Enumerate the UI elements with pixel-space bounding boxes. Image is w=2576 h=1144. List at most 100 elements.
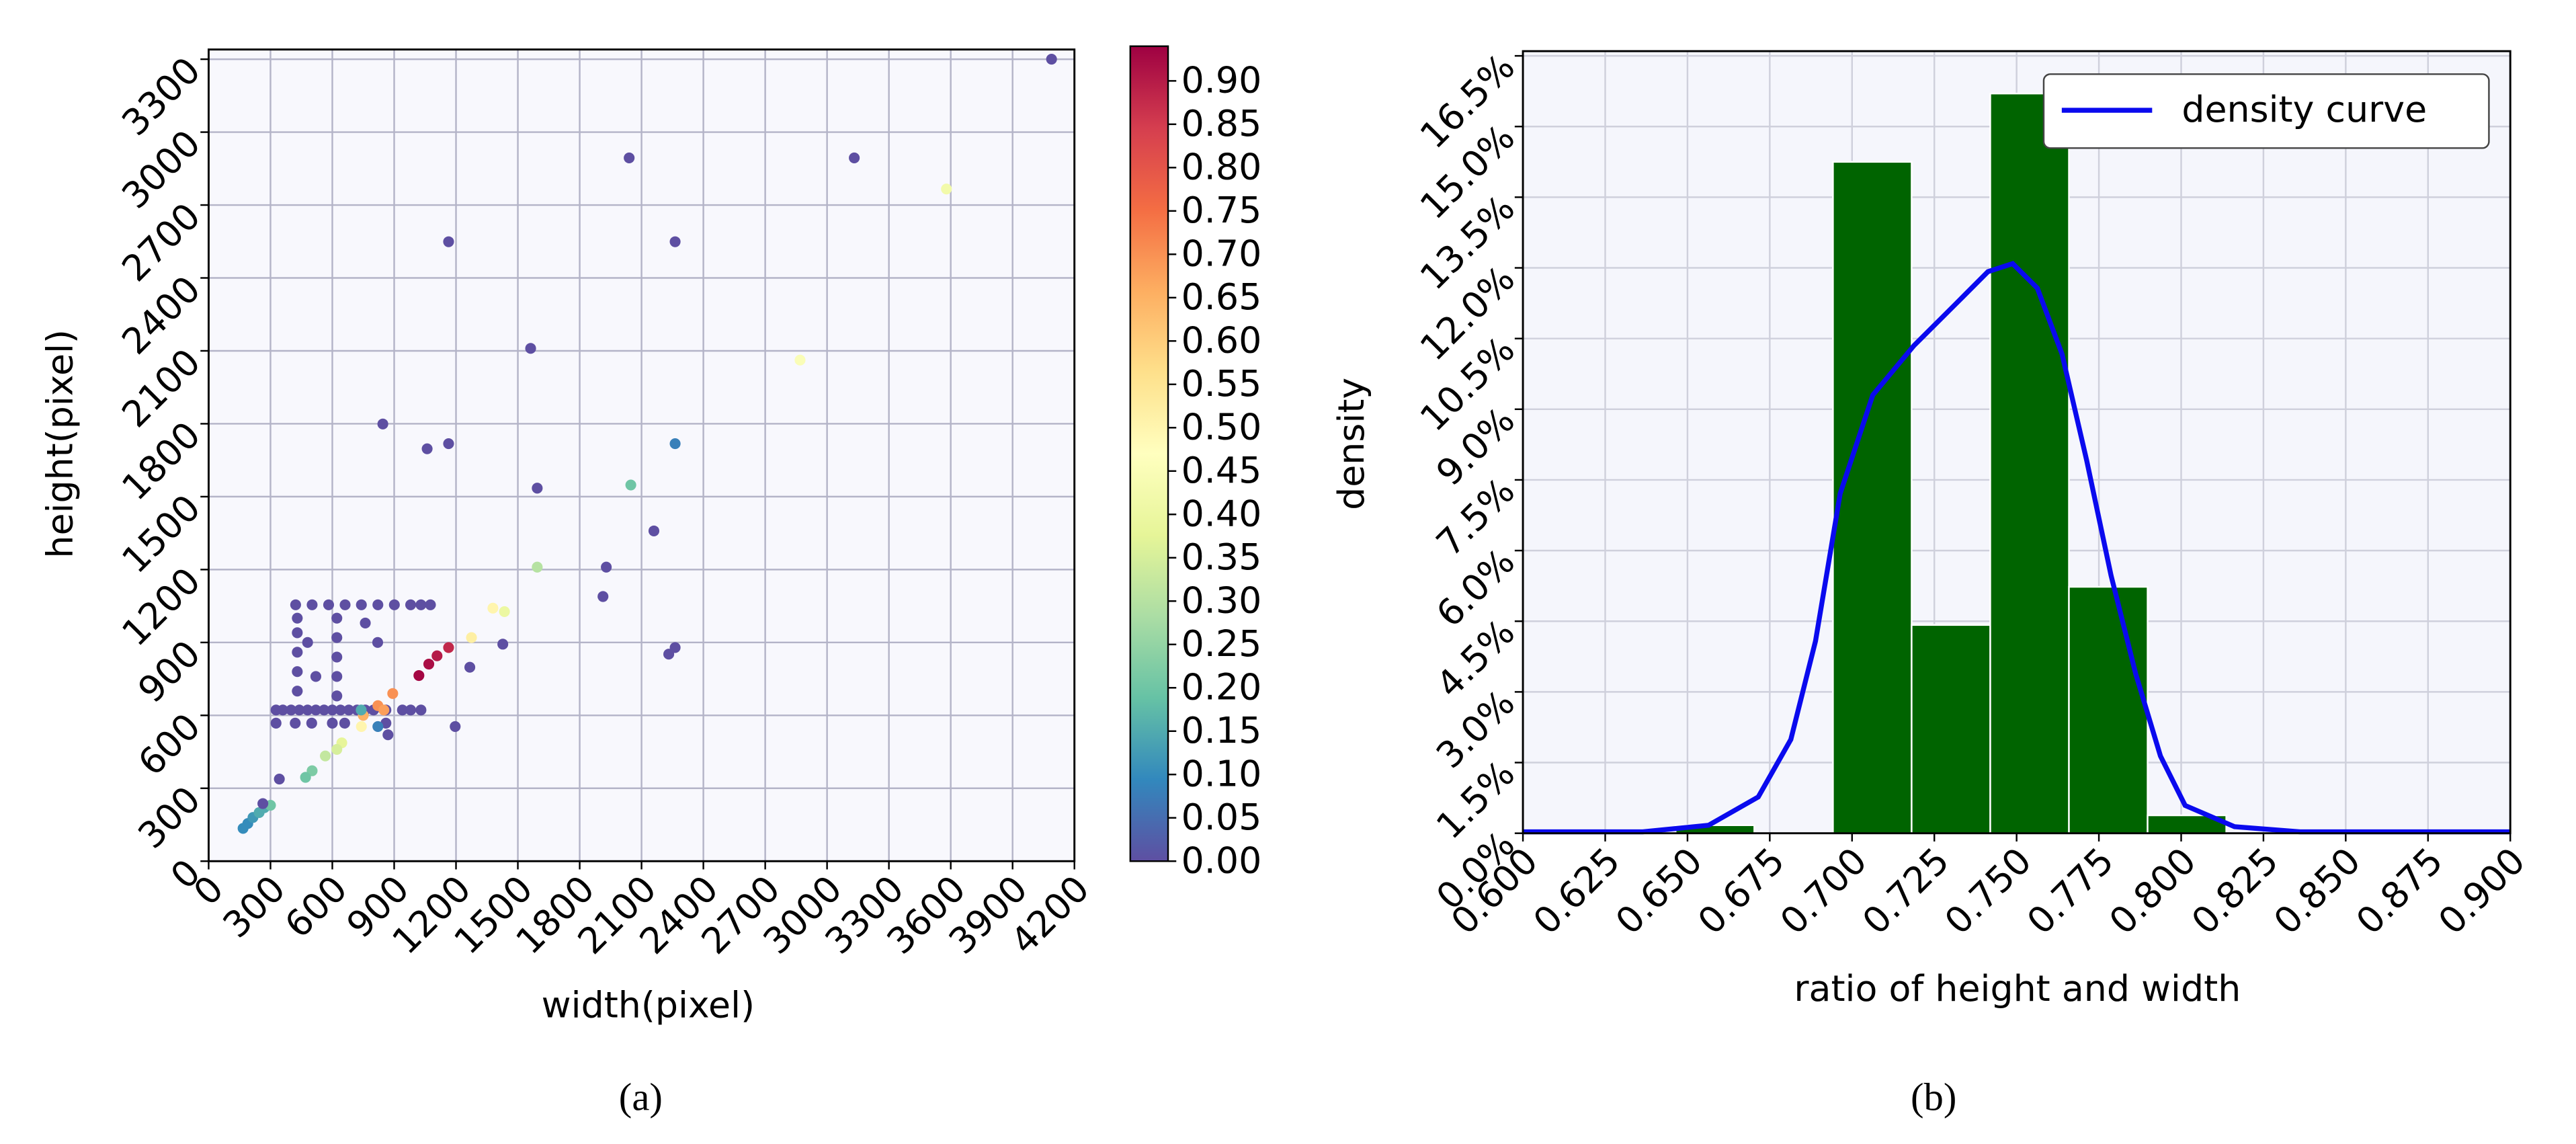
scatter-point [292, 666, 303, 678]
colorbar-tick-label: 0.60 [1181, 319, 1262, 361]
scatter-point [405, 599, 417, 610]
scatter-point [388, 599, 400, 610]
scatter-point [302, 704, 313, 716]
scatter-point [413, 669, 425, 682]
y-tick-label: 3000 [114, 122, 208, 216]
scatter-point [421, 443, 433, 454]
x-tick-label: 0.875 [2348, 840, 2451, 942]
scatter-point [601, 561, 612, 573]
legend-box [2042, 73, 2490, 149]
y-tick-label: 1200 [114, 559, 208, 654]
histogram-bar [2068, 585, 2149, 834]
scatter-point [292, 647, 303, 658]
colorbar-tick-label: 0.25 [1181, 622, 1262, 665]
scatter-point [532, 561, 543, 573]
scatter-point [525, 343, 536, 354]
x-tick-label: 0.800 [2101, 840, 2204, 942]
histogram-bar [1989, 92, 2070, 834]
scatter-point [941, 183, 952, 195]
scatter-point [464, 661, 476, 673]
x-tick-label: 0.900 [2430, 840, 2533, 942]
colorbar-tick-label: 0.85 [1181, 102, 1262, 145]
scatter-point [356, 721, 367, 733]
scatter-point [339, 599, 351, 610]
colorbar-tick-label: 0.15 [1181, 709, 1262, 751]
scatter-point [356, 599, 367, 610]
scatter-point [310, 704, 322, 716]
scatter-point [372, 637, 384, 648]
histogram-bar [2147, 814, 2227, 834]
scatter-point [306, 765, 318, 776]
y-tick-label: 2400 [114, 268, 208, 362]
scatter-point [277, 704, 288, 716]
scatter-point [431, 650, 443, 661]
scatter-point [597, 591, 609, 602]
histogram-bar [1911, 624, 1991, 834]
scatter-point [339, 717, 350, 729]
scatter-point [327, 704, 338, 716]
scatter-point [397, 704, 408, 716]
scatter-point [323, 599, 335, 610]
histogram-bar [1832, 161, 1913, 834]
scatter-point [377, 418, 388, 430]
scatter-point [331, 690, 343, 702]
x-tick-label: 300 [215, 867, 294, 946]
scatter-point [450, 721, 461, 733]
scatter-point [382, 729, 394, 741]
scatter-point [331, 743, 343, 755]
colorbar-tick-label: 0.40 [1181, 492, 1262, 534]
caption: (b) [1911, 1075, 1956, 1119]
scatter-point [257, 798, 269, 809]
scatter-point [499, 606, 510, 617]
y-tick-label: 1800 [114, 413, 208, 508]
scatter-point [310, 671, 322, 682]
scatter-point [669, 438, 681, 450]
x-tick-label: 0.750 [1936, 840, 2039, 942]
x-tick-label: 0.775 [2019, 840, 2122, 942]
legend-label: density curve [2182, 88, 2427, 130]
scatter-point [306, 717, 317, 729]
colorbar-tick-label: 0.45 [1181, 449, 1262, 491]
scatter-point [372, 599, 384, 610]
scatter-point [270, 717, 282, 729]
scatter-point [378, 704, 390, 716]
scatter-point [443, 642, 454, 653]
y-tick-label: 2100 [114, 341, 208, 436]
scatter-point [360, 617, 371, 628]
scatter-point [292, 612, 303, 624]
scatter-point [319, 750, 331, 762]
y-axis-label: density [1330, 378, 1372, 510]
scatter-point [415, 599, 427, 610]
axes-frame [1522, 50, 2511, 835]
scatter-point [300, 772, 311, 783]
x-tick-label: 0.850 [2266, 840, 2368, 942]
scatter-point [331, 651, 343, 663]
density-curve [1523, 261, 2511, 835]
axes-frame [207, 48, 1076, 862]
scatter-point [331, 612, 343, 624]
x-tick-label: 0.700 [1772, 840, 1875, 942]
colorbar-tick-label: 0.20 [1181, 665, 1262, 708]
x-axis-label: width(pixel) [542, 983, 755, 1026]
scatter-point [423, 658, 435, 670]
scatter-point [292, 686, 303, 697]
scatter-point [443, 236, 454, 247]
colorbar-tick-label: 0.00 [1181, 839, 1262, 881]
colorbar-tick-label: 0.30 [1181, 579, 1262, 621]
scatter-point [306, 599, 318, 610]
colorbar-tick-label: 0.35 [1181, 536, 1262, 578]
scatter-point [331, 671, 343, 682]
y-tick-label: 300 [130, 778, 208, 857]
scatter-point [294, 704, 305, 716]
x-axis-label: ratio of height and width [1794, 967, 2241, 1010]
scatter-point [331, 632, 343, 643]
colorbar-tick-label: 0.50 [1181, 405, 1262, 448]
scatter-point [290, 599, 301, 610]
scatter-point [443, 438, 454, 450]
scatter-point [292, 627, 303, 639]
x-tick-label: 600 [277, 867, 356, 946]
scatter-point [669, 642, 681, 653]
scatter-point [327, 717, 338, 729]
scatter-point [302, 637, 313, 648]
